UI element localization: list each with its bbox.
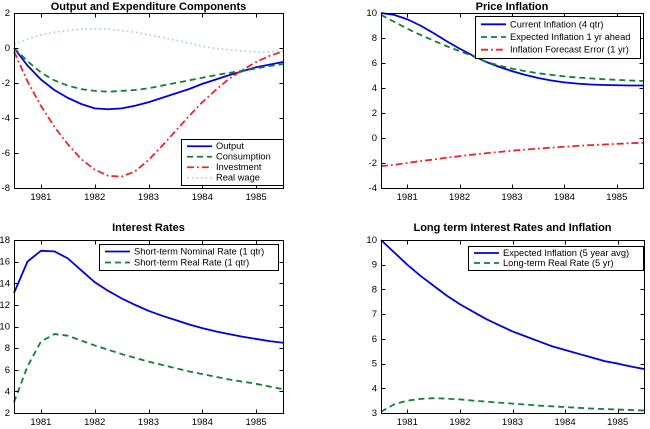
legend-box bbox=[99, 244, 279, 271]
axes bbox=[381, 13, 644, 189]
legend-label-expected-inflation-5-year-avg: Expected Inflation (5 year avg) bbox=[503, 248, 629, 258]
x-tick-label: 1981 bbox=[30, 417, 51, 428]
x-tick-label: 1983 bbox=[502, 417, 523, 428]
x-tick-label: 1983 bbox=[138, 417, 159, 428]
series-inflation-forecast-error-1-yr bbox=[380, 141, 644, 168]
y-tick-label: 4 bbox=[5, 386, 10, 397]
y-tick-label: -2 bbox=[369, 158, 377, 169]
series-short-term-nominal-rate-1-qtr bbox=[13, 249, 284, 344]
x-tick-label: 1984 bbox=[192, 192, 213, 203]
series-long-term-real-rate-5-yr bbox=[380, 397, 645, 413]
y-tick-label: 14 bbox=[0, 278, 10, 289]
subplot-title-output-expenditure: Output and Expenditure Components bbox=[50, 1, 247, 13]
y-tick-label: 3 bbox=[372, 408, 377, 419]
y-tick-label: 10 bbox=[366, 235, 377, 246]
x-tick-label: 1982 bbox=[84, 192, 105, 203]
legend-label-inflation-forecast-error-1-yr: Inflation Forecast Error (1 yr) bbox=[510, 45, 629, 55]
x-tick-label: 1985 bbox=[246, 192, 267, 203]
legend-box bbox=[181, 139, 284, 186]
x-tick-label: 1983 bbox=[138, 192, 159, 203]
y-tick-label: 4 bbox=[372, 383, 377, 394]
y-tick-label: 8 bbox=[372, 284, 377, 295]
y-tick-label: 2 bbox=[372, 108, 377, 119]
x-tick-label: 1985 bbox=[246, 417, 267, 428]
subplot-title-long-term-rates: Long term Interest Rates and Inflation bbox=[413, 222, 612, 234]
y-tick-label: 16 bbox=[0, 257, 10, 268]
tick-labels: 1981 1982 1983 1984 1985 10 9 8 7 6 5 4 3 bbox=[366, 235, 628, 428]
legend-label-current-inflation-4-qtr: Current Inflation (4 qtr) bbox=[510, 19, 604, 29]
legend-label-short-term-real-rate-1-qtr: Short-term Real Rate (1 qtr) bbox=[134, 257, 249, 267]
tick-labels: 1981 1982 1983 1984 1985 10 8 6 4 2 0 -2 -4 bbox=[366, 8, 627, 203]
y-tick-label: 0 bbox=[5, 43, 10, 54]
series-expected-inflation-1-yr-ahead bbox=[380, 14, 644, 82]
y-tick-label: -4 bbox=[369, 183, 377, 194]
x-tick-label: 1984 bbox=[192, 417, 213, 428]
y-tick-label: 12 bbox=[0, 300, 10, 311]
series-output bbox=[13, 47, 284, 111]
y-tick-label: -6 bbox=[2, 148, 10, 159]
y-tick-label: 2 bbox=[5, 408, 10, 419]
y-tick-label: -8 bbox=[2, 183, 10, 194]
y-tick-label: 0 bbox=[372, 133, 377, 144]
x-tick-label: 1981 bbox=[30, 192, 51, 203]
x-tick-label: 1984 bbox=[555, 417, 576, 428]
x-tick-label: 1984 bbox=[554, 192, 575, 203]
x-tick-label: 1982 bbox=[84, 417, 105, 428]
series-short-term-real-rate-1-qtr bbox=[13, 333, 284, 403]
legend-label-output: Output bbox=[216, 141, 244, 151]
legend-label-long-term-real-rate-5-yr: Long-term Real Rate (5 yr) bbox=[503, 258, 614, 268]
y-tick-label: 10 bbox=[366, 8, 377, 19]
y-tick-label: 4 bbox=[372, 83, 377, 94]
y-tick-label: 9 bbox=[372, 260, 377, 271]
y-tick-label: 2 bbox=[5, 8, 10, 19]
y-tick-label: 8 bbox=[372, 33, 377, 44]
legend-box bbox=[468, 246, 644, 271]
y-tick-label: 8 bbox=[5, 343, 10, 354]
legend: Short-term Nominal Rate (1 qtr)Short-ter… bbox=[99, 244, 279, 271]
y-tick-label: 6 bbox=[5, 365, 10, 376]
y-tick-label: -4 bbox=[2, 113, 10, 124]
series-investment bbox=[13, 50, 284, 178]
axes bbox=[14, 240, 284, 414]
chart-interest-rates: 1981 1982 1983 1984 1985 18 16 14 12 10 8 6 4 2 Short-… bbox=[0, 235, 284, 428]
x-tick-label: 1985 bbox=[606, 192, 627, 203]
legend-label-short-term-nominal-rate-1-qtr: Short-term Nominal Rate (1 qtr) bbox=[134, 246, 264, 256]
plot-series bbox=[13, 249, 284, 403]
chart-output-expenditure: 1981 1982 1983 1984 1985 2 0 -2 -4 -6 -8 OutputCons… bbox=[2, 8, 284, 203]
plot-series bbox=[13, 27, 284, 178]
chart-long-term-rates: 1981 1982 1983 1984 1985 10 9 8 7 6 5 4 3 Expected In… bbox=[366, 235, 645, 428]
y-tick-label: 6 bbox=[372, 58, 377, 69]
subplot-title-interest-rates: Interest Rates bbox=[112, 222, 185, 234]
y-tick-label: 6 bbox=[372, 334, 377, 345]
axes bbox=[14, 13, 284, 189]
x-tick-label: 1982 bbox=[449, 417, 470, 428]
plot-series bbox=[380, 12, 644, 168]
tick-labels: 1981 1982 1983 1984 1985 2 0 -2 -4 -6 -8 bbox=[2, 8, 267, 203]
x-tick-label: 1985 bbox=[607, 417, 628, 428]
legend: Expected Inflation (5 year avg)Long-term… bbox=[468, 246, 644, 271]
plot-series bbox=[380, 239, 645, 413]
y-tick-label: 7 bbox=[372, 309, 377, 320]
chart-price-inflation: 1981 1982 1983 1984 1985 10 8 6 4 2 0 -2 -4 Current I… bbox=[366, 8, 644, 203]
y-tick-label: 5 bbox=[372, 359, 377, 370]
legend-label-investment: Investment bbox=[216, 162, 262, 172]
subplot-title-price-inflation: Price Inflation bbox=[475, 1, 549, 13]
x-tick-label: 1982 bbox=[449, 192, 470, 203]
x-tick-label: 1981 bbox=[397, 192, 418, 203]
series-current-inflation-4-qtr bbox=[380, 12, 643, 87]
x-tick-label: 1981 bbox=[397, 417, 418, 428]
x-tick-label: 1983 bbox=[501, 192, 522, 203]
tick-labels: 1981 1982 1983 1984 1985 18 16 14 12 10 8 6 4 2 bbox=[0, 235, 267, 428]
y-tick-label: -2 bbox=[2, 78, 10, 89]
legend-label-real-wage: Real wage bbox=[216, 173, 260, 183]
y-tick-label: 10 bbox=[0, 322, 10, 333]
series-real-wage bbox=[13, 27, 284, 53]
legend: Current Inflation (4 qtr) Expected Inflat… bbox=[475, 16, 641, 59]
legend-label-consumption: Consumption bbox=[216, 152, 271, 162]
series-expected-inflation-5-year-avg bbox=[380, 239, 645, 370]
legend-label-expected-inflation-1-yr-ahead: Expected Inflation 1 yr ahead bbox=[510, 32, 630, 42]
y-tick-label: 18 bbox=[0, 235, 10, 246]
